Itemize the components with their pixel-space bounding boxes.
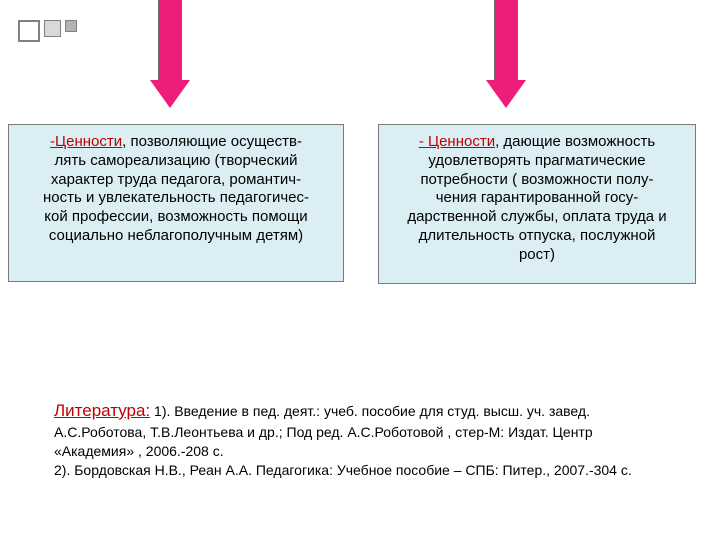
values-box-right-body: , дающие возможностьудовлетворять прагма… — [407, 133, 666, 263]
values-box-right-highlight: - Ценности — [419, 133, 495, 150]
arrow-left-head — [150, 80, 190, 108]
decor-square-1 — [18, 20, 40, 42]
arrow-left — [150, 0, 190, 108]
values-box-left: -Ценности, позволяющие осуществ-лять сам… — [8, 124, 344, 282]
literature-label: Литература: — [54, 401, 150, 420]
arrow-left-shaft — [158, 0, 182, 80]
arrow-right — [486, 0, 526, 108]
corner-decor — [18, 20, 77, 42]
values-box-left-highlight: -Ценности — [50, 133, 122, 150]
literature-block: Литература: 1). Введение в пед. деят.: у… — [54, 400, 674, 480]
decor-square-2 — [44, 20, 61, 37]
arrow-right-head — [486, 80, 526, 108]
decor-square-3 — [65, 20, 77, 32]
arrow-right-shaft — [494, 0, 518, 80]
values-box-right: - Ценности, дающие возможностьудовлетвор… — [378, 124, 696, 284]
